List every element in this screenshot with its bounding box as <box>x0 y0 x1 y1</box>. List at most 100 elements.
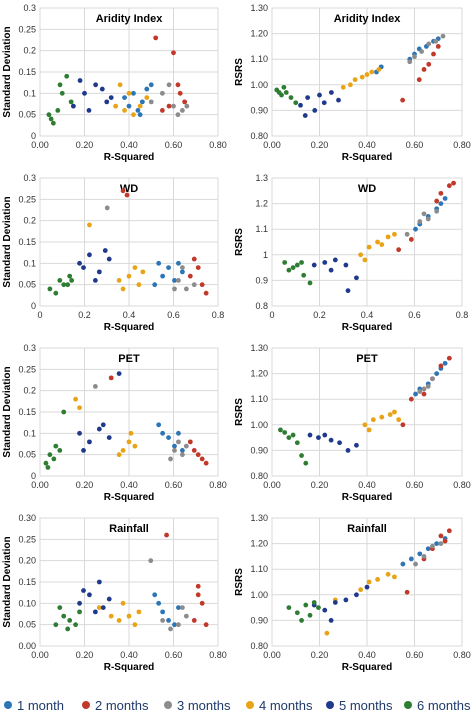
data-point <box>442 538 448 544</box>
x-tick-label: 0.60 <box>165 480 183 490</box>
data-point <box>282 260 288 265</box>
data-point <box>417 219 423 224</box>
y-tick-label: 0.2 <box>23 216 36 226</box>
data-point <box>92 384 98 389</box>
y-tick-label: 0.15 <box>18 237 36 247</box>
y-tick-label: 0.80 <box>250 131 268 141</box>
y-tick-label: 0.25 <box>18 24 36 34</box>
data-point <box>417 389 423 394</box>
x-axis-label: R-Squared <box>342 662 393 673</box>
data-point <box>404 589 410 595</box>
x-tick-label: 0.20 <box>76 140 94 150</box>
data-point <box>425 384 431 389</box>
data-point <box>175 82 181 88</box>
data-point <box>421 554 427 559</box>
x-tick-label: 0.00 <box>31 480 49 490</box>
data-point <box>61 613 67 619</box>
x-tick-label: 0.6 <box>167 310 180 320</box>
data-point <box>77 609 82 615</box>
data-point <box>366 579 372 585</box>
y-tick-label: 1.30 <box>250 343 268 353</box>
y-tick-label: 1.10 <box>250 54 268 64</box>
data-point <box>438 363 444 369</box>
data-point <box>358 587 364 593</box>
data-point <box>417 551 423 557</box>
data-point <box>385 571 391 577</box>
y-tick-label: 1.1 <box>255 224 268 234</box>
x-tick-label: 0.00 <box>263 650 281 660</box>
data-point <box>116 278 122 283</box>
data-point <box>131 112 136 118</box>
data-point <box>164 532 169 538</box>
data-point <box>106 435 112 440</box>
y-tick-label: 0.25 <box>18 534 36 544</box>
data-point <box>328 437 334 443</box>
data-point <box>120 188 126 194</box>
x-axis-label: R-Squared <box>342 492 393 503</box>
data-point <box>412 54 417 60</box>
data-point <box>316 435 321 440</box>
data-point <box>195 265 201 270</box>
y-tick-label: 1.30 <box>250 3 268 13</box>
legend-marker <box>326 701 334 709</box>
x-tick-label: 0.60 <box>165 650 183 660</box>
data-point <box>203 460 209 466</box>
data-point <box>408 556 414 562</box>
data-point <box>322 260 328 265</box>
x-tick-label: 0.00 <box>263 480 281 490</box>
data-point <box>67 273 73 279</box>
data-point <box>446 183 452 189</box>
data-point <box>421 391 427 397</box>
x-tick-label: 0.20 <box>311 480 329 490</box>
data-point <box>195 592 201 598</box>
data-point <box>426 41 432 47</box>
data-point <box>104 205 110 211</box>
data-point <box>299 618 304 623</box>
data-point <box>191 282 197 288</box>
data-point <box>96 269 102 275</box>
data-point <box>322 432 328 438</box>
x-axis-label: R-Squared <box>342 152 393 163</box>
data-point <box>434 371 440 376</box>
x-tick-label: 0.40 <box>358 140 376 150</box>
data-point <box>408 396 414 402</box>
data-point <box>358 252 364 258</box>
y-tick-label: 0.3 <box>23 173 36 183</box>
y-tick-label: 0.00 <box>18 641 36 651</box>
y-tick-label: 1.00 <box>250 590 268 600</box>
data-point <box>343 262 349 268</box>
data-point <box>400 97 406 103</box>
data-point <box>376 67 382 72</box>
legend-marker <box>246 701 254 709</box>
data-point <box>160 430 166 436</box>
data-point <box>156 422 162 428</box>
data-point <box>183 613 189 619</box>
data-point <box>379 414 385 420</box>
legend-item: 6 months <box>404 694 470 716</box>
data-point <box>131 90 136 96</box>
y-tick-label: 0.3 <box>23 343 36 353</box>
data-point <box>294 440 300 446</box>
chart-panel: 0 0.05 0.1 0.15 0.2 0.25 0.3 0.00 0.20 0.40 0.60 0.… <box>2 3 227 163</box>
x-tick-label: 0.00 <box>263 140 281 150</box>
chart-panel: 0.00 0.05 0.10 0.15 0.20 0.25 0.30 0.00 0.20 0.40… <box>2 513 227 673</box>
y-tick-label: 0.90 <box>250 105 268 115</box>
data-point <box>96 426 102 432</box>
data-point <box>345 288 351 294</box>
data-point <box>144 86 150 92</box>
data-point <box>345 448 351 453</box>
data-point <box>81 448 86 453</box>
x-tick-label: 0.60 <box>165 140 183 150</box>
data-point <box>57 82 63 88</box>
y-tick-label: 0.1 <box>23 258 36 268</box>
data-point <box>281 84 287 90</box>
y-tick-label: 0.80 <box>250 641 268 651</box>
y-tick-label: 0.1 <box>23 428 36 438</box>
data-point <box>332 600 338 605</box>
data-point <box>120 448 126 453</box>
x-tick-label: 0.60 <box>406 480 424 490</box>
x-tick-label: 0.80 <box>209 480 227 490</box>
data-point <box>180 448 185 453</box>
data-point <box>176 439 181 445</box>
data-point <box>276 90 282 95</box>
